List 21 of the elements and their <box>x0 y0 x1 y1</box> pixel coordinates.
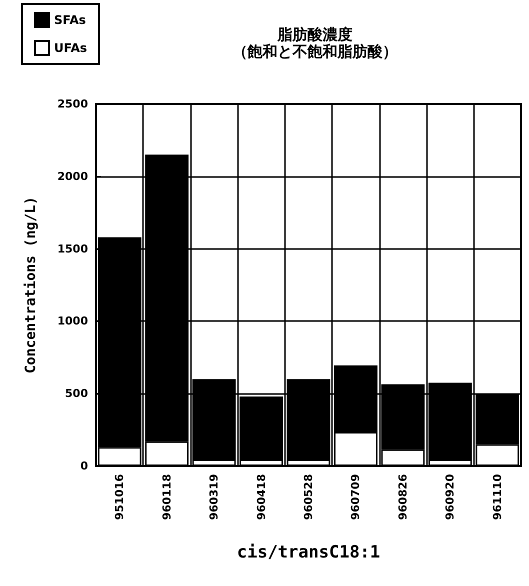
chart-title: 脂肪酸濃度 <box>276 26 352 44</box>
x-tick-label: 951016 <box>113 474 126 520</box>
x-tick-label: 960418 <box>254 474 268 520</box>
y-tick-label: 2500 <box>57 98 88 110</box>
y-axis-title: Concentrations (ng/L) <box>23 196 39 374</box>
y-tick-label: 0 <box>80 460 88 472</box>
chart-subtitle: （飽和と不飽和脂肪酸） <box>232 42 398 60</box>
x-tick-label: 960319 <box>208 474 221 520</box>
x-tick-label: 960709 <box>349 474 362 520</box>
legend-label: SFAs <box>54 13 86 27</box>
legend-label: UFAs <box>54 41 87 55</box>
y-tick-label: 1500 <box>57 242 88 256</box>
x-tick-label: 961110 <box>490 474 504 520</box>
y-tick-label: 500 <box>65 387 88 400</box>
x-tick-label: 960528 <box>302 474 315 520</box>
x-tick-label: 960826 <box>396 474 410 520</box>
y-tick-label: 1000 <box>57 314 88 328</box>
y-tick-label: 2000 <box>57 170 88 183</box>
x-axis-title: cis/transC18:1 <box>236 542 380 562</box>
x-tick-label: 960118 <box>160 474 174 520</box>
x-tick-label: 960920 <box>444 474 457 520</box>
